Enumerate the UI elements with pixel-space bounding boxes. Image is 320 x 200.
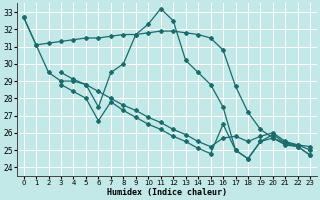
X-axis label: Humidex (Indice chaleur): Humidex (Indice chaleur) [107,188,227,197]
